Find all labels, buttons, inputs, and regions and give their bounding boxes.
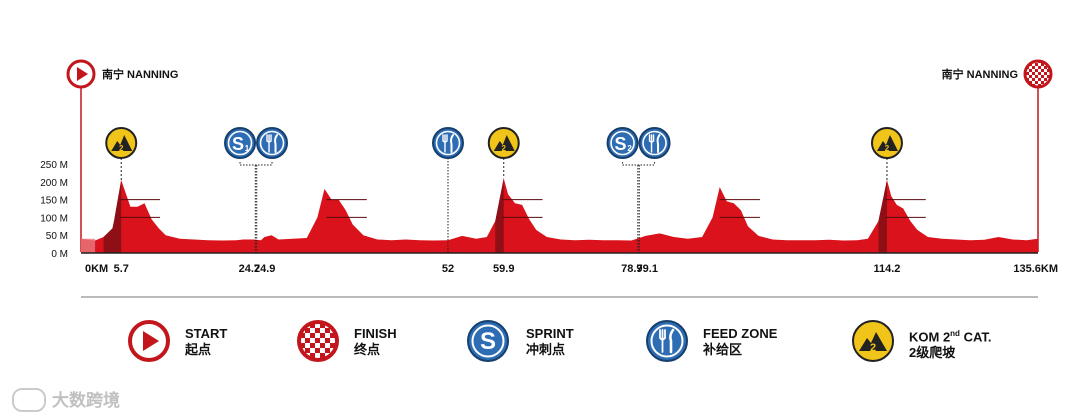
- elevation-area: [81, 178, 1038, 253]
- fork-knife-icon: [431, 127, 464, 159]
- x-tick-label: 78.9: [621, 263, 642, 275]
- fork-knife-icon: [638, 127, 671, 159]
- legend-feed-en: FEED ZONE: [703, 326, 778, 341]
- climb-segment: [495, 178, 504, 253]
- x-tick-label: 24.9: [254, 263, 275, 275]
- fork-knife-icon: [256, 127, 289, 159]
- legend-finish-zh: 终点: [354, 342, 381, 357]
- mountain-icon: 2: [852, 320, 894, 362]
- kom-marker: 2: [105, 127, 138, 181]
- finish-city-label: 南宁 NANNING: [942, 67, 1018, 81]
- marker-connector: [622, 162, 656, 253]
- y-axis: 0 M 50 M 100 M 150 M 200 M 250 M: [40, 160, 68, 260]
- x-tick-label: 52: [442, 263, 454, 275]
- feed-zone-marker: [431, 127, 464, 159]
- sprint-icon: [224, 127, 257, 159]
- kom-category-label: 2: [119, 144, 124, 153]
- sprint-icon: S: [467, 320, 509, 362]
- elevation-profile: [81, 178, 1038, 253]
- legend-sprint-zh: 冲刺点: [526, 342, 566, 357]
- fork-knife-icon: [646, 320, 688, 362]
- start-zone-shade: [81, 238, 96, 253]
- finish-flag-icon: [1023, 59, 1053, 89]
- y-tick-label: 50 M: [46, 231, 68, 242]
- x-tick-label: 59.9: [493, 263, 514, 275]
- x-tick-label: 135.6KM: [1013, 263, 1058, 275]
- x-tick-label: 114.2: [874, 263, 901, 275]
- legend-kom-zh: 2级爬坡: [909, 345, 956, 361]
- x-axis: 0KM 5.7 24.724.9 52 59.9 78.979.1 114.2 135.6KM: [85, 263, 1058, 275]
- kom-category-label: 2: [885, 144, 890, 153]
- svg-text:S: S: [480, 328, 496, 355]
- kom-marker: 2: [870, 127, 903, 181]
- legend-start-zh: 起点: [185, 342, 212, 357]
- course-markers: S 1 S 22 2 2: [105, 127, 903, 253]
- x-tick-label: 79.1: [637, 263, 658, 275]
- y-tick-label: 0 M: [51, 249, 68, 260]
- watermark-logo-icon: [12, 388, 46, 412]
- marker-connector: [239, 162, 273, 253]
- legend-kom-en: KOM 2nd CAT.: [909, 329, 992, 345]
- start-icon: [128, 320, 170, 362]
- y-tick-label: 100 M: [40, 213, 68, 224]
- y-tick-label: 200 M: [40, 178, 68, 189]
- x-tick-label: 5.7: [114, 263, 129, 275]
- kom-marker: 2: [487, 127, 520, 179]
- finish-flag-icon: [297, 320, 339, 362]
- start-city-label: 南宁 NANNING: [102, 67, 178, 81]
- x-tick-label: 24.7: [239, 263, 260, 275]
- finish-marker: 南宁 NANNING: [942, 59, 1053, 252]
- legend-feed-zh: 补给区: [703, 342, 743, 357]
- sprint-number: 1: [245, 144, 250, 153]
- sprint-letter: S: [615, 134, 627, 154]
- climb-segment: [878, 180, 887, 253]
- watermark: 大数跨境: [12, 386, 120, 413]
- kom-category-label: 2: [502, 144, 507, 153]
- y-tick-label: 150 M: [40, 196, 68, 207]
- climb-segment: [103, 180, 122, 253]
- legend-finish-en: FINISH: [354, 326, 397, 341]
- legend-start-en: START: [185, 326, 228, 341]
- legend-sprint-en: SPRINT: [526, 326, 574, 341]
- start-marker: 南宁 NANNING: [66, 59, 178, 252]
- y-tick-label: 250 M: [40, 160, 68, 171]
- x-tick-label: 0KM: [85, 263, 108, 275]
- sprint-number: 2: [627, 144, 632, 153]
- feed-zone-marker: [638, 127, 671, 159]
- feed-zone-marker: [256, 127, 289, 159]
- sprint-icon: [606, 127, 639, 159]
- svg-text:2: 2: [870, 342, 876, 354]
- sprint-letter: S: [232, 134, 244, 154]
